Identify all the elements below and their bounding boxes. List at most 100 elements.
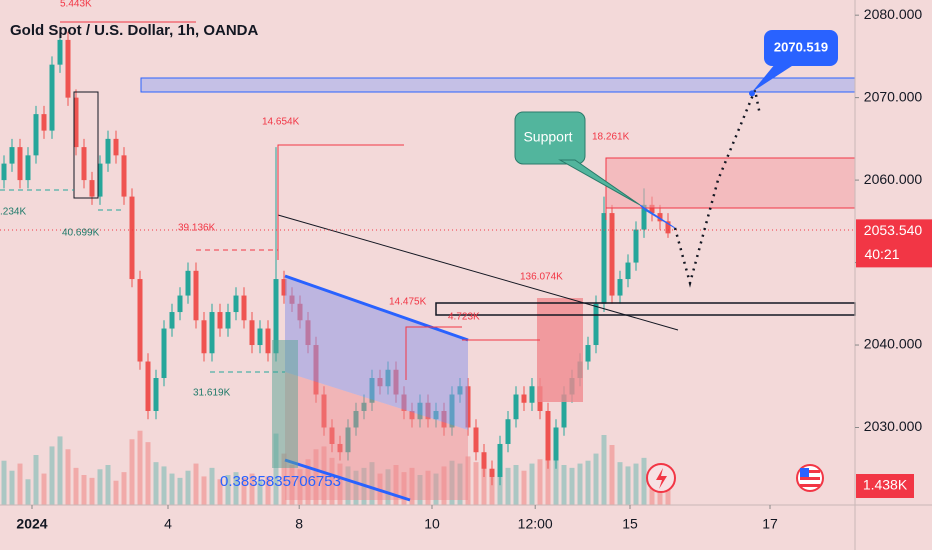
volume-bar: [105, 465, 111, 505]
resistance-zone: [140, 77, 856, 93]
volume-bar: [9, 470, 15, 505]
volume-bar: [577, 463, 583, 505]
volume-bar: [113, 480, 119, 505]
volume-bar: [185, 470, 191, 505]
volume-bar: [81, 475, 87, 505]
candle-body: [161, 328, 167, 379]
target-text: 2070.519: [774, 39, 828, 54]
volume-bar: [601, 435, 607, 505]
volume-bar: [529, 463, 535, 505]
volume-bar: [345, 466, 351, 505]
candle-body: [665, 221, 671, 234]
volume-bar: [137, 430, 143, 505]
volume-bar: [409, 467, 415, 505]
volume-bar: [321, 446, 327, 505]
volume-bar: [305, 459, 311, 505]
candle-body: [145, 361, 151, 411]
volume-bar: [465, 456, 471, 505]
candle-body: [25, 155, 31, 181]
candle-body: [265, 328, 271, 354]
volume-bar: [545, 440, 551, 505]
y-tick-label: 2070.000: [864, 88, 923, 104]
candle-body: [241, 295, 247, 321]
flash-bolt: [656, 468, 667, 489]
volume-bar: [233, 472, 239, 505]
y-tick-label: 2080.000: [864, 6, 923, 22]
candle-body: [129, 196, 135, 280]
volume-bar: [209, 467, 215, 505]
volume-bar: [257, 480, 263, 505]
candle-body: [513, 394, 519, 420]
candle-body: [97, 163, 103, 197]
candle-body: [345, 427, 351, 453]
y-tick-label: 2030.000: [864, 418, 923, 434]
x-tick-label: 8: [295, 516, 303, 532]
candle-body: [57, 39, 63, 65]
candle-body: [41, 114, 47, 131]
volume-bar: [537, 459, 543, 505]
candle-body: [217, 312, 223, 329]
x-tick-label: 2024: [16, 516, 47, 532]
volume-bar: [489, 469, 495, 505]
target-pointer: [752, 64, 795, 92]
volume-bar: [17, 463, 23, 505]
candle-body: [601, 213, 607, 304]
volume-bar: [313, 449, 319, 505]
candle-body: [33, 114, 39, 156]
volume-bar: [593, 453, 599, 505]
candle-body: [641, 204, 647, 230]
candle-body: [121, 155, 127, 197]
volume-bar: [633, 463, 639, 505]
annotation: 39.136K: [178, 223, 216, 234]
candle-body: [561, 394, 567, 428]
candle-body: [329, 427, 335, 444]
volume-bar: [121, 472, 127, 505]
volume-bar: [89, 477, 95, 505]
candle-body: [137, 279, 143, 362]
channel-lower: [285, 372, 468, 500]
candle-body: [209, 312, 215, 354]
candle-body: [169, 312, 175, 329]
flag-stripe: [800, 470, 820, 473]
volume-bar: [625, 466, 631, 505]
candle-body: [281, 279, 287, 296]
candle-body: [177, 295, 183, 313]
candle-body: [249, 320, 255, 346]
annotation: 0.3835835706753: [220, 473, 341, 490]
candle-body: [1, 163, 7, 181]
volume-bar: [1, 460, 7, 505]
last-price-label: 2053.540: [864, 222, 923, 238]
volume-bar: [617, 462, 623, 505]
flag-stripe: [800, 477, 820, 480]
volume-bar: [481, 466, 487, 505]
volume-bar: [521, 470, 527, 505]
volume-bar: [241, 477, 247, 505]
candle-body: [497, 443, 503, 477]
x-tick-label: 15: [622, 516, 638, 532]
volume-bar: [65, 449, 71, 505]
annotation: 40.699K: [62, 228, 100, 239]
black-box: [73, 91, 99, 199]
candle-body: [553, 427, 559, 461]
candle-body: [9, 147, 15, 164]
volume-bar: [329, 457, 335, 505]
support-callout: [514, 111, 586, 165]
candle-body: [657, 213, 663, 222]
candle-body: [593, 303, 599, 346]
candle-body: [233, 295, 239, 313]
candle-body: [505, 419, 511, 444]
volume-bar: [265, 476, 271, 505]
candle-body: [17, 147, 23, 181]
red-level-2: [405, 326, 462, 380]
volume-bar: [393, 465, 399, 505]
volume-bar: [561, 465, 567, 505]
candle-body: [617, 279, 623, 296]
candle-body: [649, 204, 655, 214]
candle-body: [521, 394, 527, 403]
volume-bar: [505, 467, 511, 505]
volume-bar: [217, 479, 223, 505]
candle-body: [545, 410, 551, 461]
green-box: [272, 340, 298, 468]
volume-bar: [145, 442, 151, 505]
annotation: 31.619K: [193, 388, 231, 399]
